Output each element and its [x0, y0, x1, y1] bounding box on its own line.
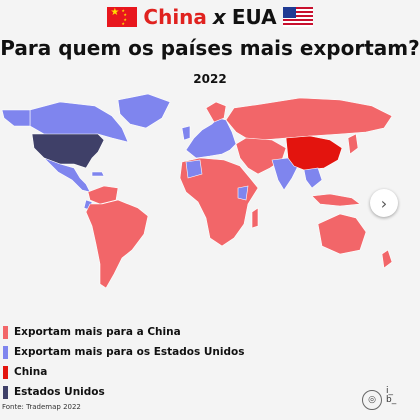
- indonesia-region: [311, 193, 361, 207]
- north-africa-us-region: [185, 159, 203, 179]
- legend-swatch: [3, 345, 8, 359]
- africa-region: [179, 157, 259, 247]
- legend-label: Exportam mais para a China: [14, 326, 181, 338]
- header-china-text: China: [143, 5, 207, 29]
- greenland-region: [117, 93, 171, 129]
- south-america-region: [85, 199, 149, 289]
- us-flag-icon: [282, 7, 313, 27]
- ib-logo-icon: ◎: [362, 390, 382, 410]
- legend-swatch: [3, 365, 8, 379]
- legend-swatch: [3, 385, 8, 399]
- legend-swatch: [3, 325, 8, 339]
- europe-region: [185, 117, 237, 159]
- russia-region: [225, 97, 393, 141]
- world-map: [1, 93, 393, 289]
- colombia-venezuela-region: [87, 185, 119, 205]
- china-region: [285, 135, 343, 171]
- chevron-right-icon: ›: [380, 193, 388, 213]
- scandinavia-region: [205, 101, 227, 123]
- usa-region: [31, 133, 105, 169]
- legend-item-china-partner: Exportam mais para a China: [3, 322, 244, 342]
- australia-region: [317, 213, 367, 255]
- legend-item-china: China: [3, 362, 244, 382]
- southeast-asia-region: [303, 167, 323, 189]
- madagascar-region: [251, 207, 259, 229]
- alaska-region: [1, 109, 31, 127]
- mexico-region: [43, 157, 91, 193]
- legend: Exportam mais para a China Exportam mais…: [3, 322, 244, 402]
- caribbean-region: [91, 171, 105, 177]
- source-note: Fonte: Trademap 2022: [2, 403, 81, 411]
- china-flag-icon: ★ ★ ★ ★ ★: [107, 7, 138, 27]
- uk-region: [181, 125, 191, 141]
- legend-label: Exportam mais para os Estados Unidos: [14, 346, 245, 358]
- next-slide-button[interactable]: ›: [370, 189, 398, 217]
- new-zealand-region: [381, 249, 393, 269]
- japan-region: [347, 133, 359, 155]
- east-africa-us-region: [237, 185, 249, 201]
- header: ★ ★ ★ ★ ★ China x EUA: [0, 4, 420, 30]
- year-label: 2022: [193, 72, 227, 86]
- legend-label: Estados Unidos: [14, 386, 105, 398]
- legend-label: China: [14, 366, 48, 378]
- header-eua-text: EUA: [231, 5, 277, 29]
- canada-region: [29, 101, 129, 143]
- brand-mark: i_ b_: [386, 386, 397, 405]
- header-x-text: x: [212, 5, 226, 29]
- legend-item-us-partner: Exportam mais para os Estados Unidos: [3, 342, 244, 362]
- legend-item-usa: Estados Unidos: [3, 382, 244, 402]
- page-title: Para quem os países mais exportam?: [0, 36, 420, 60]
